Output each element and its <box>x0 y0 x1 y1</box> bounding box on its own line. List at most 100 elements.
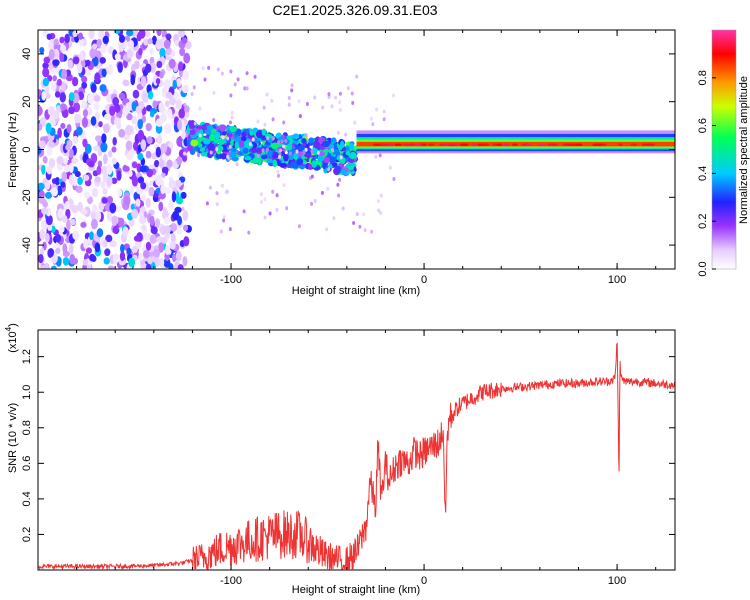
heatmap-cell <box>165 91 173 99</box>
heatmap-cell <box>43 56 51 64</box>
heatmap-cell <box>60 181 66 188</box>
heatmap-cell <box>55 177 60 186</box>
heatmap-cell <box>483 143 488 146</box>
heatmap-cell <box>84 179 92 187</box>
heatmap-cell <box>57 208 64 219</box>
heatmap-cell <box>182 151 186 156</box>
heatmap-cell <box>78 37 84 47</box>
heatmap-cell <box>81 100 87 109</box>
heatmap-cell <box>347 165 354 171</box>
heatmap-cell <box>189 128 196 136</box>
heatmap-cell <box>64 164 70 173</box>
heatmap-cell <box>72 76 79 87</box>
heatmap-cell <box>181 37 188 44</box>
heatmap-cell <box>77 63 83 74</box>
heatmap-cell <box>304 152 312 158</box>
heatmap-cell <box>94 72 101 83</box>
heatmap-cell <box>133 235 141 242</box>
heatmap-cell <box>141 194 146 202</box>
heatmap-cell <box>158 102 165 114</box>
heatmap-cell <box>126 247 132 255</box>
heatmap-cell <box>207 65 211 70</box>
heatmap-cell <box>271 151 279 159</box>
heatmap-cell <box>42 62 49 70</box>
heatmap-cell <box>141 224 147 231</box>
heatmap-cell <box>47 224 53 232</box>
heatmap-cell <box>52 75 58 82</box>
snr-frame <box>37 329 676 571</box>
heatmap-cell <box>51 68 57 75</box>
heatmap-cell <box>138 30 146 39</box>
heatmap-cell <box>182 224 189 232</box>
heatmap-cell <box>44 191 53 199</box>
heatmap-cell <box>145 263 152 269</box>
heatmap-cell <box>180 191 187 199</box>
heatmap-cell <box>68 243 74 254</box>
heatmap-cell <box>308 163 313 171</box>
heatmap-cell <box>78 32 84 40</box>
heatmap-cell <box>181 206 185 211</box>
heatmap-cell <box>287 102 291 107</box>
heatmap-cell <box>72 230 80 240</box>
heatmap-cell <box>328 144 335 150</box>
heatmap-cell <box>271 189 275 194</box>
snr-axes: -100 0 100 0.2 0.4 0.6 0.8 1.0 1.2 <box>21 330 675 587</box>
heatmap-cell <box>247 230 251 235</box>
heatmap-cell <box>45 214 53 226</box>
heatmap-cell <box>282 183 286 188</box>
heatmap-cell <box>59 225 65 233</box>
heatmap-cell <box>338 107 342 112</box>
heatmap-cell <box>172 79 177 90</box>
heatmap-cell <box>298 145 305 151</box>
heatmap-cell <box>496 143 503 146</box>
heatmap-cell <box>290 161 297 169</box>
heatmap-cell <box>154 256 160 268</box>
heatmap-cell <box>297 99 301 104</box>
heatmap-cell <box>547 143 557 146</box>
heatmap-cell <box>178 61 184 72</box>
heatmap-cell <box>376 199 380 204</box>
heatmap-cell <box>131 101 137 112</box>
heatmap-cell <box>290 83 294 88</box>
heatmap-cell <box>358 224 362 229</box>
heatmap-cell <box>40 264 47 269</box>
heatmap-cell <box>229 69 233 74</box>
heatmap-cell <box>155 77 161 85</box>
heatmap-cell <box>64 200 70 210</box>
heatmap-cell <box>198 106 202 111</box>
heatmap-cell <box>203 77 207 82</box>
heatmap-cell <box>169 222 178 232</box>
heatmap-cell <box>90 210 96 221</box>
heatmap-cell <box>85 247 92 254</box>
heatmap-cell <box>338 177 342 182</box>
heatmap-cell <box>151 35 157 45</box>
heatmap-cell <box>68 92 75 101</box>
heatmap-cell <box>160 236 168 244</box>
heatmap-cell <box>77 201 84 212</box>
heatmap-cell <box>48 48 55 60</box>
colorbar-tick-label: 0.8 <box>697 70 709 85</box>
heatmap-cell <box>94 176 102 183</box>
heatmap-cell <box>55 247 61 255</box>
heatmap-cell <box>228 227 232 232</box>
heatmap-cell <box>172 210 180 221</box>
heatmap-cell <box>62 243 68 254</box>
heatmap-cell <box>77 176 83 186</box>
heatmap-cell <box>241 131 247 137</box>
heatmap-cell <box>275 193 279 198</box>
heatmap-cell <box>135 198 141 207</box>
heatmap-cell <box>140 76 147 88</box>
heatmap-cell <box>266 158 274 164</box>
heatmap-cell <box>630 143 637 146</box>
heatmap-cell <box>164 187 171 194</box>
snr-xtick-label: 100 <box>608 575 626 587</box>
heatmap-cell <box>105 234 113 243</box>
heatmap-cell <box>375 107 379 112</box>
heatmap-cell <box>282 144 286 149</box>
colorbar-tick-label: 0.6 <box>697 118 709 133</box>
snr-xlabel: Height of straight line (km) <box>292 584 420 596</box>
heatmap-cell <box>103 153 108 165</box>
heatmap-cell <box>138 47 143 56</box>
heatmap-cell <box>131 175 139 187</box>
heatmap-cell <box>175 179 182 188</box>
